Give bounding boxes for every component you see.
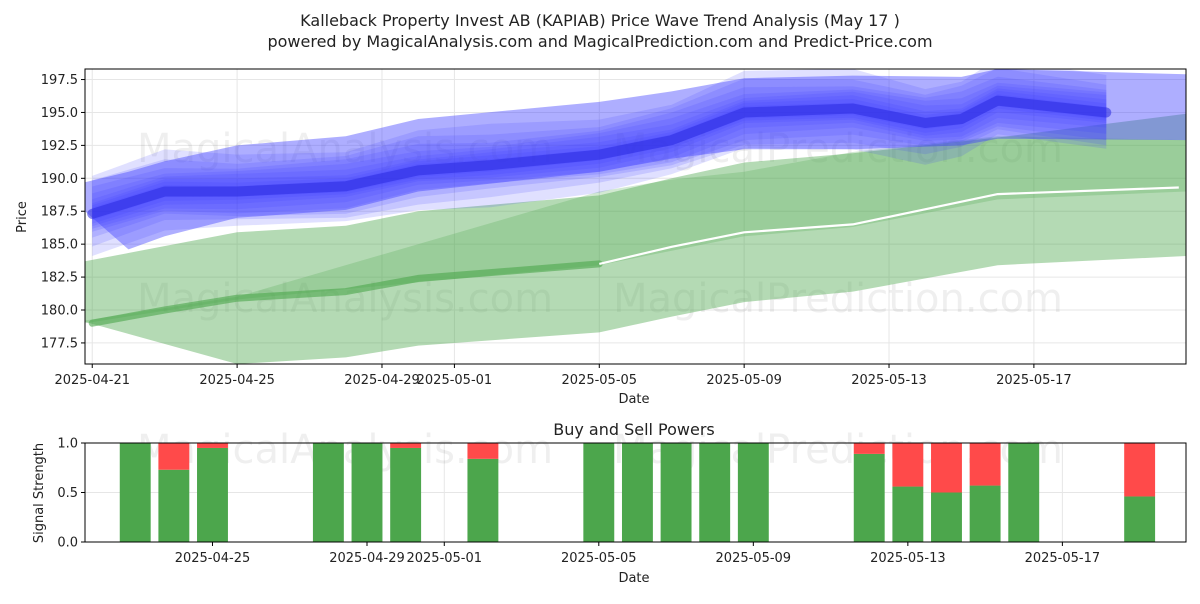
y-tick-label: 185.0 [41, 238, 78, 253]
buy-bar [621, 443, 653, 542]
sell-bar [892, 443, 924, 487]
sell-bar [1124, 443, 1156, 497]
y-tick-label: 195.0 [41, 106, 78, 121]
bar-chart-title: Buy and Sell Powers [553, 420, 715, 439]
bar-x-tick-label: 2025-05-09 [716, 551, 792, 566]
price-plot: MagicalAnalysis.com MagicalPrediction.com… [41, 68, 1187, 388]
green-narrow-band [85, 136, 1186, 324]
main-y-axis-label: Price [15, 201, 30, 233]
x-tick-label: 2025-05-09 [706, 373, 782, 388]
blue-wave-band [92, 69, 1107, 256]
bar-x-tick-label: 2025-05-05 [561, 551, 637, 566]
buy-bar [467, 458, 499, 542]
bar-x-tick-label: 2025-05-17 [1025, 551, 1101, 566]
buy-bar [351, 443, 383, 542]
x-tick-label: 2025-05-01 [417, 373, 493, 388]
sell-bar [969, 443, 1001, 486]
buy-bar [931, 492, 962, 542]
x-tick-label: 2025-04-25 [199, 373, 275, 388]
chart-subtitle: powered by MagicalAnalysis.com and Magic… [267, 32, 932, 51]
blue-outer-band [85, 69, 1186, 250]
x-tick-label: 2025-04-21 [54, 373, 130, 388]
buy-bar [737, 443, 769, 542]
bar-y-tick-label: 0.5 [57, 486, 78, 501]
buy-bar [853, 453, 885, 542]
buy-bar [158, 469, 190, 542]
main-plot-frame [84, 68, 1187, 365]
bar-x-tick-label: 2025-05-01 [406, 551, 482, 566]
y-tick-label: 180.0 [41, 304, 78, 319]
bar-x-tick-label: 2025-05-13 [870, 551, 946, 566]
bar-x-tick-label: 2025-04-29 [329, 551, 405, 566]
bar-x-axis-label: Date [618, 571, 649, 586]
y-tick-label: 187.5 [41, 205, 78, 220]
y-tick-label: 177.5 [41, 336, 78, 351]
buy-bar [1008, 443, 1040, 542]
y-tick-label: 192.5 [41, 139, 78, 154]
buy-bar [969, 485, 1001, 542]
buy-bar [312, 443, 344, 542]
sell-bar [467, 443, 499, 459]
buy-bar [892, 486, 924, 542]
watermark-text: MagicalAnalysis.com [137, 276, 553, 322]
buy-bar [119, 443, 151, 542]
x-tick-label: 2025-05-05 [562, 373, 638, 388]
main-plot-background [85, 69, 1186, 364]
sell-bar [931, 443, 962, 493]
signal-plot: MagicalAnalysis.com MagicalPrediction.com… [57, 427, 1187, 566]
x-tick-label: 2025-05-17 [996, 373, 1072, 388]
bar-y-tick-label: 0.0 [57, 536, 78, 551]
buy-bar [390, 447, 422, 542]
y-tick-label: 182.5 [41, 271, 78, 286]
chart-title: Kalleback Property Invest AB (KAPIAB) Pr… [300, 11, 900, 30]
buy-bar [1124, 496, 1156, 542]
main-x-axis-label: Date [618, 392, 649, 407]
sell-bar [197, 443, 228, 448]
main-plot-area: MagicalAnalysis.com MagicalPrediction.com… [85, 69, 1186, 364]
x-tick-label: 2025-04-29 [344, 373, 420, 388]
sell-bar [158, 443, 190, 470]
buy-bar [583, 443, 615, 542]
x-tick-label: 2025-05-13 [851, 373, 927, 388]
bar-y-tick-label: 1.0 [57, 437, 78, 452]
white-trend-line [599, 186, 1179, 265]
sell-bar [390, 443, 422, 448]
bar-y-axis-label: Signal Strength [32, 443, 47, 543]
y-tick-label: 197.5 [41, 73, 78, 88]
buy-bar [197, 447, 228, 542]
buy-bar [699, 443, 731, 542]
green-wide-band [85, 113, 1186, 364]
watermark-text: MagicalPrediction.com [613, 276, 1063, 322]
sell-bar [853, 443, 885, 454]
buy-bar [660, 443, 692, 542]
blue-wave-center [87, 95, 1112, 219]
green-trend-streak [88, 260, 603, 327]
bar-x-tick-label: 2025-04-25 [175, 551, 251, 566]
y-tick-label: 190.0 [41, 172, 78, 187]
